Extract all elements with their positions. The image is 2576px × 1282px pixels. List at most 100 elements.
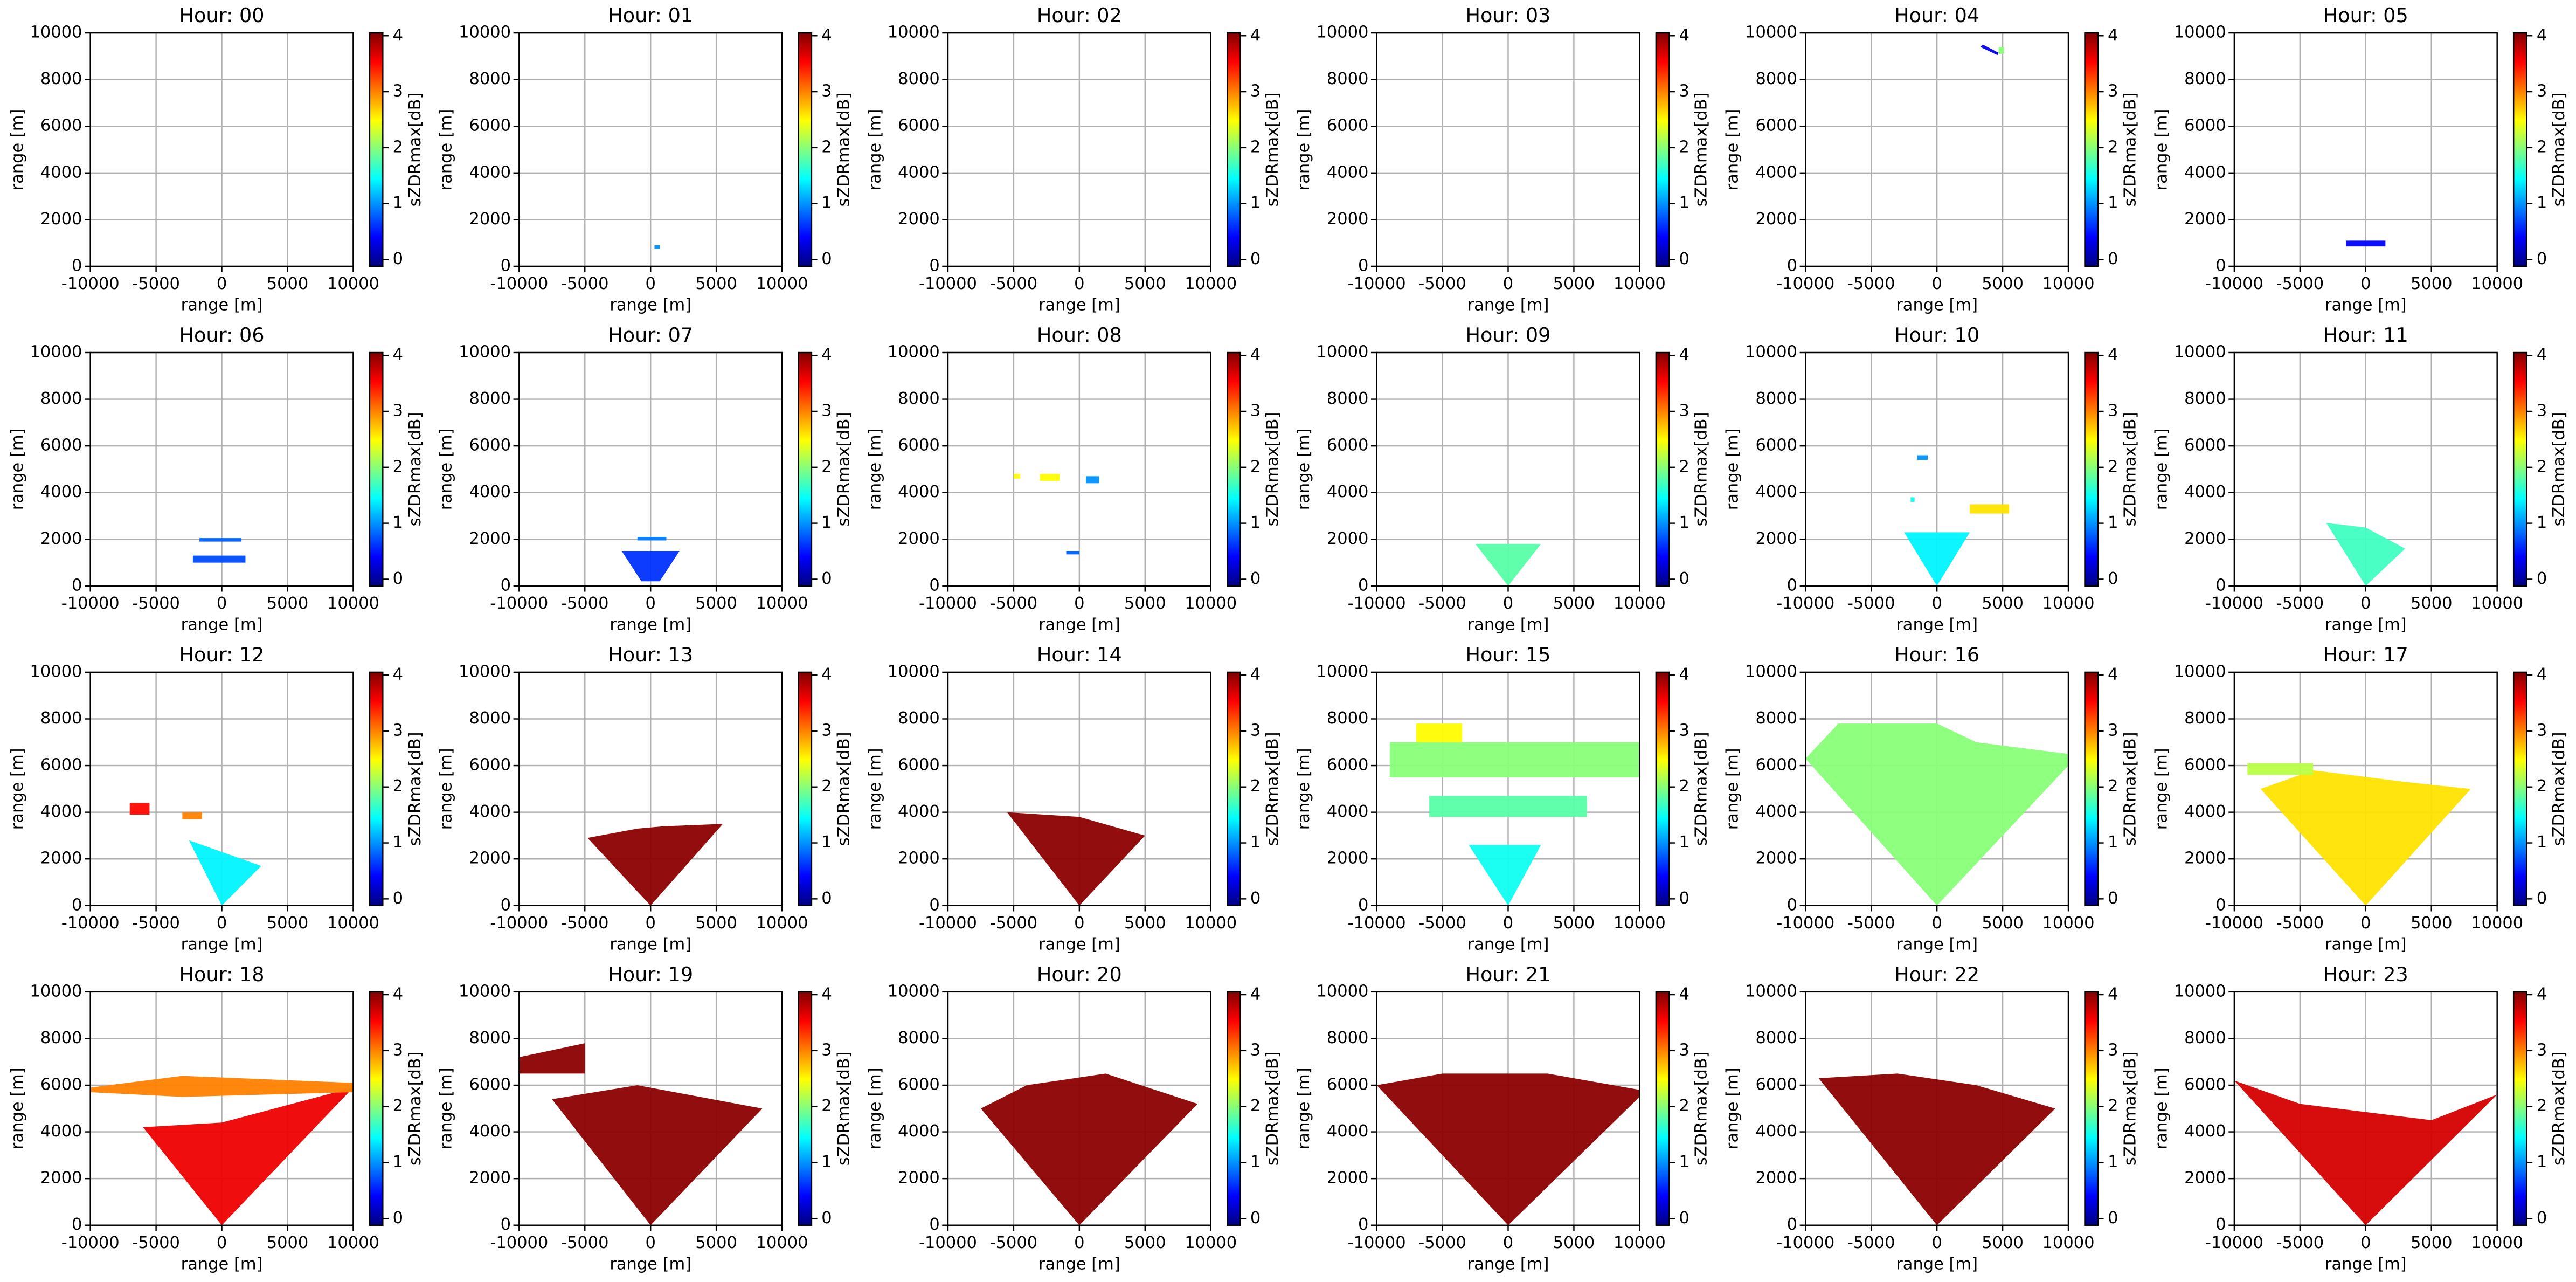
colorbar-tick-label: 4 (1679, 346, 1689, 364)
colorbar-tick-label: 3 (2108, 82, 2118, 101)
colorbar-tick-label: 2 (2108, 1097, 2118, 1115)
y-tick-label: 8000 (1327, 1029, 1369, 1047)
x-tick-label: -5000 (1847, 274, 1895, 293)
y-tick-label: 2000 (1327, 210, 1369, 229)
colorbar (1655, 351, 1670, 587)
colorbar-label: sZDRmax[dB] (1692, 732, 1711, 846)
y-tick-label: 8000 (2184, 709, 2226, 728)
region (1390, 742, 1640, 777)
x-tick-label: -5000 (990, 274, 1038, 293)
x-axis-label: range [m] (1896, 296, 1978, 315)
y-tick-label: 2000 (469, 210, 511, 229)
y-tick-label: 4000 (469, 163, 511, 182)
axes-frame (947, 351, 1211, 587)
colorbar-tick-label: 3 (1679, 401, 1689, 420)
colorbar-tick-label: 4 (1679, 665, 1689, 684)
x-tick-label: 0 (1074, 914, 1084, 933)
y-axis-label: range [m] (1723, 1067, 1742, 1149)
x-tick-label: -10000 (1776, 914, 1834, 933)
x-tick-label: 5000 (267, 914, 309, 933)
panel: Hour: 10 -10000 -5000 0 5000 10000 0 2000 4000 60… (1723, 323, 2140, 635)
y-tick-label: 8000 (898, 709, 940, 728)
x-tick-label: -5000 (990, 594, 1038, 613)
y-tick-label: 0 (72, 576, 82, 595)
colorbar-tick-label: 4 (821, 665, 832, 684)
x-tick-label: 0 (217, 914, 227, 933)
colorbar-tick-label: 4 (2537, 665, 2547, 684)
colorbar-tick-label: 0 (393, 1209, 403, 1228)
colorbar-tick-label: 4 (2108, 665, 2118, 684)
colorbar-tick-label: 0 (821, 889, 832, 908)
x-tick-label: 10000 (2471, 914, 2523, 933)
region-area (1469, 845, 1541, 906)
x-axis-label: range [m] (2325, 296, 2407, 315)
region-area (199, 538, 242, 542)
colorbar-tick-label: 4 (2537, 26, 2547, 45)
colorbar-tick-label: 0 (2108, 1209, 2118, 1228)
y-tick-label: 4000 (2184, 1122, 2226, 1141)
y-tick-label: 6000 (1755, 1076, 1797, 1094)
colorbar (2512, 671, 2527, 907)
x-axis-label: range [m] (1896, 616, 1978, 635)
y-tick-label: 2000 (1327, 529, 1369, 548)
colorbar-tick-label: 0 (2537, 889, 2547, 908)
colorbar-tick-label: 4 (1250, 985, 1261, 1004)
colorbar-tick-label: 3 (2537, 401, 2547, 420)
colorbar-tick-label: 3 (393, 1040, 403, 1059)
y-tick-label: 2000 (898, 1169, 940, 1188)
y-tick-label: 4000 (1755, 163, 1797, 182)
panel-title: Hour: 03 (1466, 4, 1551, 27)
region (519, 1043, 585, 1074)
y-axis-label: range [m] (865, 748, 884, 830)
y-tick-label: 4000 (1327, 483, 1369, 501)
x-tick-label: 5000 (1124, 594, 1166, 613)
colorbar-tick-label: 1 (393, 513, 403, 532)
panel: Hour: 21 -10000 -5000 0 5000 10000 0 2000 4000 60… (1294, 963, 1711, 1274)
plot-area (519, 1043, 763, 1225)
axes-frame (2233, 351, 2498, 587)
colorbar-tick-label: 1 (393, 194, 403, 212)
y-tick-label: 2000 (1327, 849, 1369, 868)
y-axis-label: range [m] (8, 429, 27, 511)
y-tick-label: 6000 (2184, 1076, 2226, 1094)
y-tick-label: 6000 (1755, 116, 1797, 135)
y-axis-label: range [m] (8, 748, 27, 830)
x-tick-label: 5000 (267, 1233, 309, 1252)
region (192, 555, 246, 563)
y-tick-label: 6000 (1327, 116, 1369, 135)
region-area (654, 245, 660, 249)
colorbar-tick-label: 2 (1250, 457, 1261, 476)
y-tick-label: 8000 (40, 389, 82, 408)
panel: Hour: 01 -10000 -5000 0 5000 10000 0 2000 4000 60… (437, 4, 854, 315)
x-tick-label: -5000 (132, 594, 180, 613)
region-area (1007, 812, 1145, 906)
colorbar (798, 351, 813, 587)
y-tick-label: 10000 (888, 982, 940, 1001)
y-tick-label: 2000 (1755, 210, 1797, 229)
y-tick-label: 10000 (2174, 982, 2226, 1001)
colorbar-tick-label: 2 (393, 777, 403, 796)
y-tick-label: 6000 (40, 116, 82, 135)
x-axis-label: range [m] (1038, 935, 1120, 954)
colorbar-tick-label: 3 (821, 721, 832, 740)
y-tick-label: 6000 (898, 1076, 940, 1094)
region-area (587, 824, 723, 906)
panel: Hour: 19 -10000 -5000 0 5000 10000 0 2000 4000 60… (437, 963, 854, 1274)
colorbar (369, 671, 384, 907)
y-tick-label: 6000 (898, 756, 940, 775)
region-area (1917, 455, 1928, 460)
region (1475, 543, 1541, 586)
region (143, 1087, 354, 1225)
x-axis-label: range [m] (1896, 935, 1978, 954)
colorbar-label: sZDRmax[dB] (1263, 412, 1282, 527)
plot-area (2346, 240, 2386, 247)
region (2346, 240, 2386, 247)
colorbar (2084, 32, 2099, 267)
colorbar-tick-label: 2 (393, 137, 403, 156)
y-axis-label: range [m] (2152, 429, 2171, 511)
colorbar (369, 32, 384, 267)
x-tick-label: -5000 (2276, 274, 2324, 293)
colorbar-label: sZDRmax[dB] (2121, 1051, 2139, 1166)
x-tick-label: 5000 (1982, 1233, 2024, 1252)
region-area (1904, 532, 1970, 586)
